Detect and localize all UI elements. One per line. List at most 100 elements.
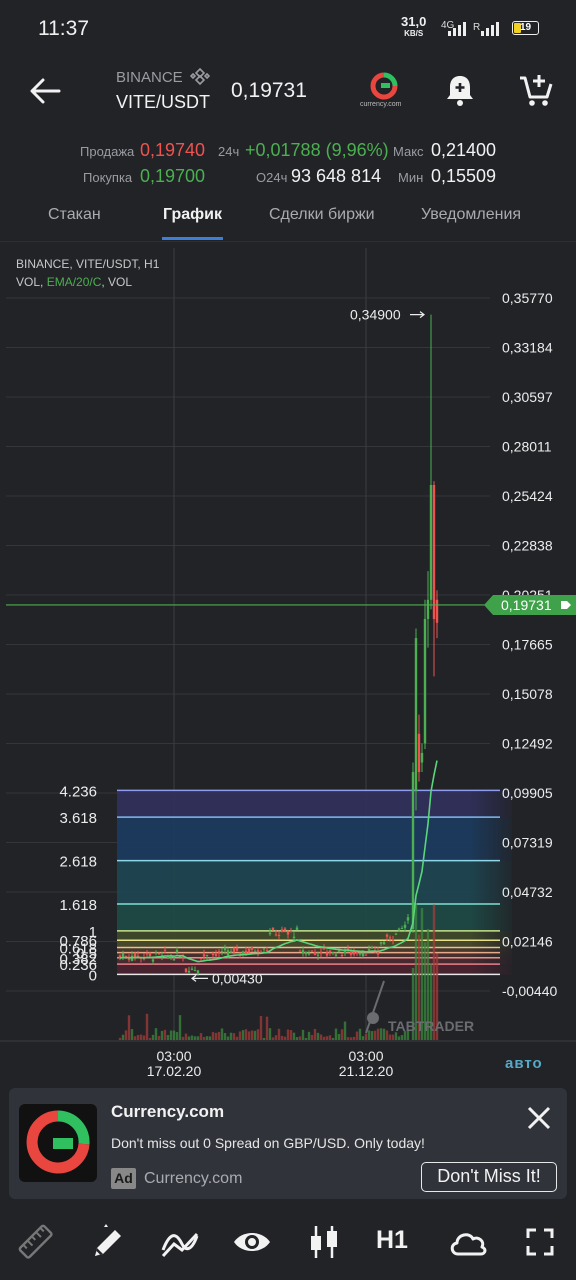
tab-trades[interactable]: Сделки биржи: [269, 206, 375, 223]
tabtrader-logo-stroke: [365, 980, 385, 1034]
candle-body: [337, 950, 341, 952]
candle-body: [411, 772, 415, 929]
close-icon[interactable]: [524, 1103, 554, 1133]
candlestick-chart-icon[interactable]: [304, 1222, 344, 1262]
indicators-icon[interactable]: [160, 1222, 200, 1262]
candle-body: [268, 932, 272, 935]
volume-bar: [274, 1035, 278, 1040]
volume-bar: [292, 1032, 296, 1040]
high-price-label: 0,34900: [350, 307, 401, 323]
candle-body: [253, 950, 257, 952]
timeframe-selector[interactable]: H1: [376, 1226, 408, 1254]
volume-bar: [121, 1034, 125, 1040]
volume-bar: [160, 1030, 164, 1040]
ema-line: [119, 760, 438, 963]
tab-notifications[interactable]: Уведомления: [421, 206, 522, 223]
volume-bar: [298, 1036, 302, 1040]
candle-body: [388, 937, 392, 939]
volume-bar: [142, 1035, 146, 1040]
fib-band: [117, 860, 512, 905]
volume-bar: [364, 1033, 368, 1040]
volume-bar: [388, 1034, 392, 1040]
max-value: 0,21400: [431, 140, 497, 160]
status-bar: 11:37 31,0 KB/S 4G R 19: [0, 0, 576, 58]
fullscreen-icon[interactable]: [520, 1222, 560, 1262]
volume-bar: [238, 1031, 242, 1040]
draw-pencil-icon[interactable]: [89, 1222, 129, 1262]
volume-label: О24ч: [256, 170, 288, 185]
volume-bar: [181, 1036, 185, 1040]
candle-body: [325, 952, 329, 956]
candle-body: [382, 942, 386, 945]
cloud-icon[interactable]: [448, 1222, 488, 1262]
indicator-vol-2: , VOL: [101, 275, 133, 289]
candle-body: [214, 954, 218, 956]
currency-com-logo[interactable]: currency.com: [360, 72, 404, 112]
candle-body: [310, 950, 314, 952]
volume-bar: [322, 1036, 326, 1040]
volume-bar: [250, 1030, 254, 1040]
price-axis-label: 0,09905: [502, 785, 553, 801]
price-axis-label: 0,04732: [502, 884, 553, 900]
candle-body: [331, 952, 335, 954]
volume-bar: [325, 1036, 329, 1040]
signal-icon-2: [481, 20, 499, 36]
candle-body: [118, 955, 122, 959]
volume-bar: [196, 1036, 200, 1040]
volume-bar: [310, 1034, 314, 1040]
volume-bar: [163, 1029, 167, 1040]
chart-canvas[interactable]: 0,35770 0,33184 0,30597 0,28011 0,25424 0,228…: [0, 243, 576, 1083]
date-axis-label: 17.02.20: [147, 1063, 202, 1079]
candle-body: [364, 954, 368, 956]
tab-chart[interactable]: График: [163, 206, 222, 223]
time-axis-label: 03:00: [156, 1048, 191, 1064]
change-label: 24ч: [218, 144, 240, 159]
volume-bar: [256, 1029, 260, 1040]
volume-bar: [271, 1037, 275, 1040]
volume-bar: [247, 1031, 251, 1040]
fib-level-label: 0.236: [59, 957, 97, 974]
ad-domain: Currency.com: [144, 1170, 243, 1187]
price-axis-label: -0,00440: [502, 983, 557, 999]
current-price-tag: [484, 594, 576, 615]
candle-body: [154, 952, 158, 954]
ruler-icon[interactable]: [16, 1222, 56, 1262]
back-arrow-icon[interactable]: [28, 74, 62, 108]
trading-pair[interactable]: VITE/USDT: [116, 92, 211, 112]
candle-body: [426, 599, 430, 619]
candle-body: [193, 970, 197, 972]
volume-bar: [435, 953, 439, 1040]
candle-body: [274, 934, 278, 936]
candle-body: [304, 951, 308, 955]
volume-bar: [283, 1036, 287, 1040]
eye-icon[interactable]: [232, 1222, 272, 1262]
time-axis-label: 03:00: [348, 1048, 383, 1064]
volume-bar: [358, 1028, 362, 1040]
price-chart[interactable]: 0,35770 0,33184 0,30597 0,28011 0,25424 0,228…: [0, 243, 576, 1083]
fib-level-label: 0.618: [59, 941, 97, 958]
low-arrow: [191, 974, 208, 982]
ad-cta-button[interactable]: Don't Miss It!: [421, 1162, 557, 1192]
volume-bar: [367, 1030, 371, 1040]
auto-scale-button[interactable]: авто: [505, 1055, 543, 1072]
tab-order-book[interactable]: Стакан: [48, 206, 101, 223]
ad-banner[interactable]: Currency.com Don't miss out 0 Spread on …: [9, 1088, 567, 1199]
add-to-cart-icon[interactable]: [518, 72, 554, 108]
min-value: 0,15509: [431, 166, 497, 186]
candle-body: [352, 950, 356, 955]
volume-bar: [232, 1033, 236, 1040]
fib-band: [117, 940, 512, 948]
price-axis-label: 0,33184: [502, 339, 553, 355]
add-alert-bell-icon[interactable]: [443, 72, 477, 108]
candle-body: [247, 948, 251, 953]
bottom-toolbar: H1: [0, 1208, 576, 1280]
candle-body: [429, 484, 433, 600]
volume-bar: [403, 1030, 407, 1040]
volume-bar: [400, 1035, 404, 1040]
volume-bar: [172, 1030, 176, 1040]
candle-body: [151, 959, 155, 962]
candle-body: [202, 954, 206, 957]
candle-body: [406, 917, 410, 921]
candle-body: [145, 953, 149, 955]
volume-bar: [319, 1034, 323, 1040]
